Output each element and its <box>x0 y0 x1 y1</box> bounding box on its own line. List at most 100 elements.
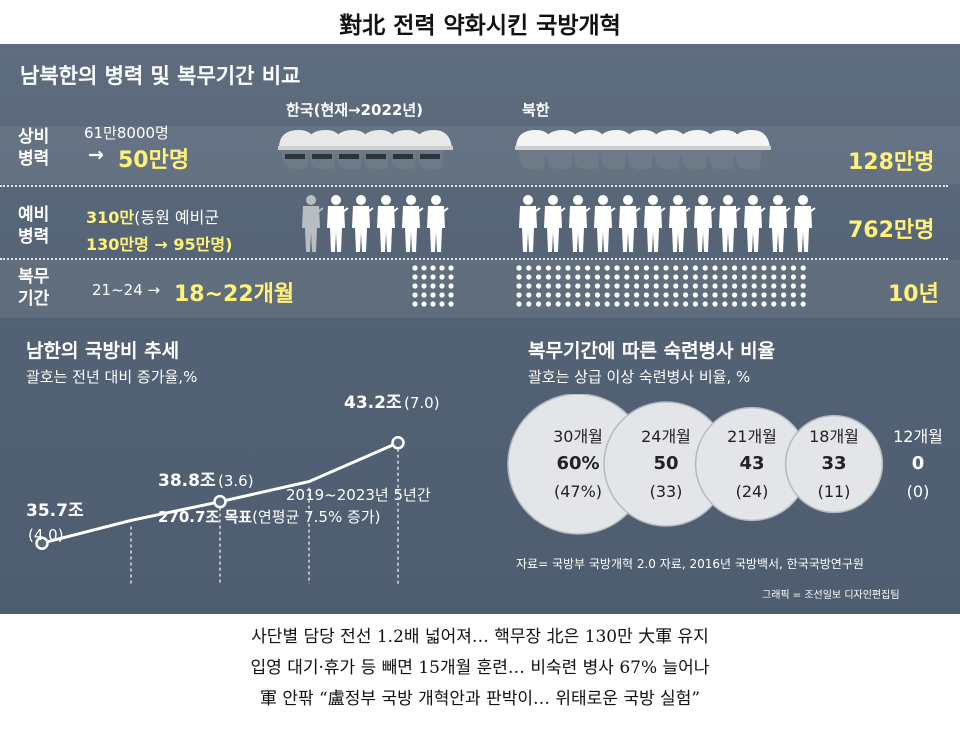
bubble-value-label: 43 <box>739 453 764 474</box>
service-dot <box>604 274 610 280</box>
service-dot <box>771 301 777 307</box>
service-dot <box>448 292 454 298</box>
south-standing-value: 50만명 <box>118 148 190 173</box>
service-dot <box>604 292 610 298</box>
data-label: 43.2조 <box>344 393 402 413</box>
service-dot <box>624 283 630 289</box>
north-header: 북한 <box>522 101 550 119</box>
service-dot <box>545 292 551 298</box>
service-dot <box>536 301 542 307</box>
service-dot <box>624 274 630 280</box>
service-dot <box>604 301 610 307</box>
service-dot <box>575 274 581 280</box>
service-dot <box>643 301 649 307</box>
service-dot <box>702 292 708 298</box>
service-dot <box>781 292 787 298</box>
service-dot <box>790 283 796 289</box>
service-dot <box>663 265 669 271</box>
service-dot <box>692 301 698 307</box>
row-band-standing <box>0 126 960 184</box>
service-dot <box>692 265 698 271</box>
service-dot <box>624 265 630 271</box>
service-dot <box>732 283 738 289</box>
service-dot <box>430 292 436 298</box>
service-dot <box>741 265 747 271</box>
service-dot <box>761 301 767 307</box>
service-dot <box>614 292 620 298</box>
service-dot <box>722 283 728 289</box>
service-dot <box>575 265 581 271</box>
service-dot <box>790 301 796 307</box>
budget-line-chart: 201415161718년35.7조(4.0)38.8조(3.6)43.2조(7… <box>26 393 440 584</box>
soldier-icon <box>402 195 424 252</box>
service-dot <box>516 265 522 271</box>
service-dot <box>712 265 718 271</box>
service-dot <box>683 274 689 280</box>
service-dot <box>594 283 600 289</box>
row-label-reserve: 예비 병력 <box>18 205 50 247</box>
service-dot <box>800 274 806 280</box>
service-dot <box>653 283 659 289</box>
service-dot <box>702 274 708 280</box>
bubble-paren-label: (0) <box>907 482 930 501</box>
service-dot <box>673 301 679 307</box>
soldier-icon <box>352 195 374 252</box>
service-dot <box>439 301 445 307</box>
headline: 軍 안팎 “盧정부 국방 개혁안과 판박이… 위태로운 국방 실험” <box>259 689 701 709</box>
service-dot <box>781 265 787 271</box>
service-dot <box>585 265 591 271</box>
helmet-icon <box>704 130 744 170</box>
service-dot <box>545 265 551 271</box>
service-dot <box>722 292 728 298</box>
comparison-title: 남북한의 병력 및 복무기간 비교 <box>20 64 301 88</box>
service-dot <box>439 283 445 289</box>
service-dot <box>732 265 738 271</box>
service-dot <box>790 265 796 271</box>
service-dot <box>732 292 738 298</box>
bubble-value-label: 0 <box>912 453 925 474</box>
bubble-value-label: 60% <box>556 453 599 474</box>
budget-subtitle: 괄호는 전년 대비 증가율,% <box>26 368 198 386</box>
soldier-icon <box>302 195 324 252</box>
service-dot <box>751 292 757 298</box>
service-dot <box>634 292 640 298</box>
ratio-title: 복무기간에 따른 숙련병사 비율 <box>528 340 776 362</box>
service-dot <box>663 274 669 280</box>
bubble-value-label: 33 <box>821 453 846 474</box>
service-dot <box>430 301 436 307</box>
service-dot <box>448 274 454 280</box>
service-dot <box>663 301 669 307</box>
soldier-icon <box>544 195 566 252</box>
service-dot <box>536 265 542 271</box>
service-dot <box>673 283 679 289</box>
service-dot <box>555 301 561 307</box>
soldier-icon <box>644 195 666 252</box>
service-dot <box>585 301 591 307</box>
bubble-category-label: 30개월 <box>553 427 603 446</box>
headlines: 사단별 담당 전선 1.2배 넓어져… 핵무장 北은 130만 大軍 유지 입영… <box>0 622 960 715</box>
data-point <box>35 536 49 550</box>
service-dot <box>643 283 649 289</box>
service-dot <box>722 301 728 307</box>
service-dot <box>741 301 747 307</box>
service-dot <box>781 301 787 307</box>
service-dot <box>634 283 640 289</box>
service-dot <box>536 274 542 280</box>
service-dot <box>412 292 418 298</box>
divider <box>0 185 948 187</box>
source-note: 자료= 국방부 국방개혁 2.0 자료, 2016년 국방백서, 한국국방연구원 <box>516 557 864 571</box>
service-dot <box>526 274 532 280</box>
service-dot <box>536 292 542 298</box>
data-point <box>391 435 405 450</box>
service-dot <box>663 292 669 298</box>
soldier-icon <box>619 195 641 252</box>
ratio-subtitle: 괄호는 상급 이상 숙련병사 비율, % <box>528 368 751 386</box>
service-dot <box>614 265 620 271</box>
headline: 사단별 담당 전선 1.2배 넓어져… 핵무장 北은 130만 大軍 유지 <box>251 627 709 647</box>
service-dot <box>555 283 561 289</box>
soldier-icon <box>794 195 816 252</box>
service-dot <box>594 274 600 280</box>
service-dot <box>545 283 551 289</box>
north-service-value: 10년 <box>888 282 939 307</box>
south-reserve-line2: 130만명 → 95만명) <box>86 235 233 254</box>
